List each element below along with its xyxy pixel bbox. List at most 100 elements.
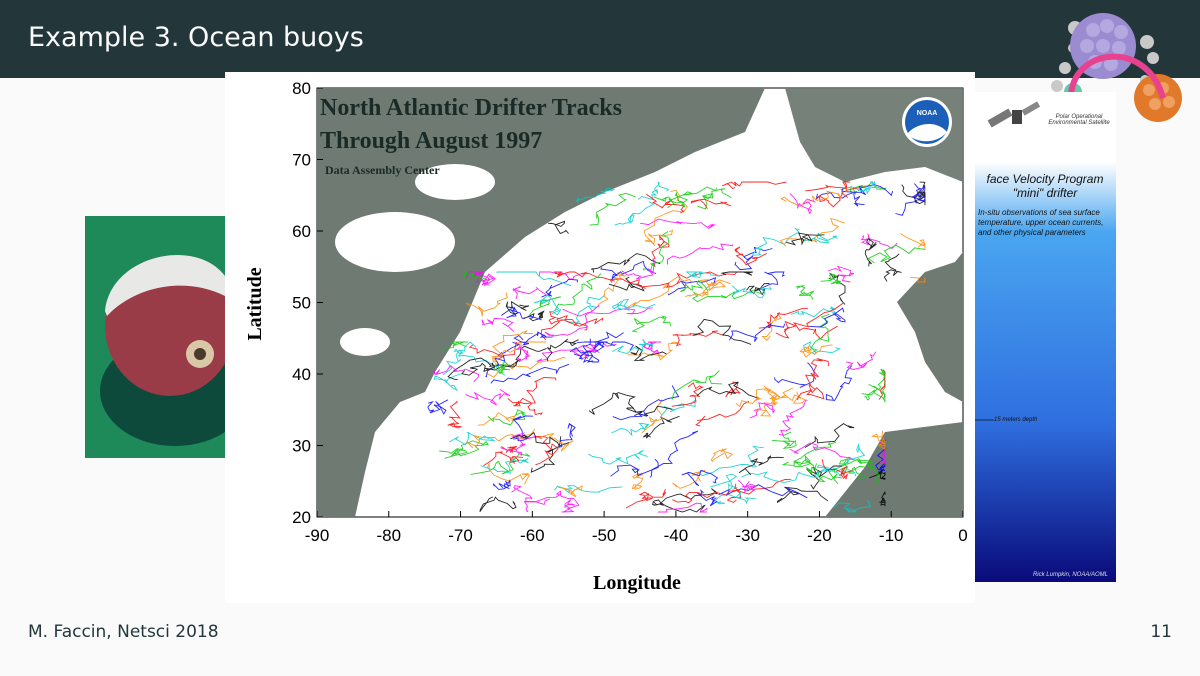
drifter-track xyxy=(631,315,672,333)
drifter-track xyxy=(697,188,732,210)
drifter-track xyxy=(815,191,865,207)
noaa-logo-icon: NOAA xyxy=(902,97,952,147)
drifter-track xyxy=(523,310,545,322)
drifter-track xyxy=(582,350,600,364)
drifter-track xyxy=(484,345,547,371)
drifter-track xyxy=(554,273,602,311)
drifter-track xyxy=(786,232,825,246)
drifter-track xyxy=(475,273,496,287)
drifter-track xyxy=(709,473,738,492)
drifter-track xyxy=(804,358,829,385)
drifter-track xyxy=(558,422,576,448)
drifter-track xyxy=(775,302,844,339)
satellite-icon xyxy=(987,101,1041,128)
drifter-track xyxy=(610,458,659,477)
drifter-track xyxy=(626,405,673,417)
drifter-track xyxy=(846,351,877,370)
drifter-track xyxy=(573,331,624,360)
drifter-track xyxy=(608,276,645,292)
drifter-track xyxy=(867,244,926,264)
drifter-track xyxy=(657,502,709,513)
y-tick-label: 20 xyxy=(292,508,311,527)
poster-depth-label: 15 meters depth xyxy=(994,417,1038,423)
drifter-track xyxy=(734,246,768,266)
drifter-track xyxy=(796,383,825,401)
drifter-track xyxy=(643,189,688,247)
y-tick-label: 40 xyxy=(292,365,311,384)
drifter-track xyxy=(751,227,800,256)
drifter-track xyxy=(611,298,656,311)
drifter-track xyxy=(466,428,536,449)
drifter-track xyxy=(758,307,809,329)
drifter-track xyxy=(804,423,855,448)
drifter-track xyxy=(900,233,926,250)
drifter-track xyxy=(465,388,511,406)
drifter-track xyxy=(672,483,740,504)
drifter-track xyxy=(870,430,886,450)
y-tick-label: 50 xyxy=(292,294,311,313)
drifter-track xyxy=(511,485,551,505)
drifter-track xyxy=(587,449,648,465)
drifter-track xyxy=(553,271,615,282)
drifter-track xyxy=(640,218,716,229)
drifter-track xyxy=(789,193,816,215)
poster-header xyxy=(974,92,1116,162)
drifter-track xyxy=(714,491,756,505)
y-tick-label: 70 xyxy=(292,151,311,170)
drifter-track xyxy=(680,279,708,293)
depth-marker xyxy=(974,419,994,421)
drifter-track xyxy=(883,253,902,282)
poster-heading: face Velocity Program "mini" drifter xyxy=(974,172,1116,200)
drifter-track xyxy=(720,271,753,276)
drifter-track xyxy=(685,279,731,298)
drifter-track xyxy=(600,260,657,280)
drifter-track xyxy=(465,271,490,286)
drifter-track xyxy=(805,181,866,192)
drifter-track xyxy=(816,464,857,477)
drifter-track xyxy=(741,471,821,484)
drifter-track xyxy=(447,357,521,381)
x-tick-label: -70 xyxy=(448,526,473,545)
drifter-track xyxy=(737,479,756,493)
drifter-track xyxy=(492,479,511,490)
drifter-track xyxy=(588,392,636,415)
drifter-track xyxy=(630,345,667,361)
drifter-track xyxy=(803,341,841,356)
drifter-track xyxy=(789,442,852,459)
drifter-track xyxy=(783,320,838,340)
drifter-track xyxy=(612,385,680,421)
drifter-track xyxy=(512,285,548,299)
drifter-track xyxy=(841,184,894,197)
drifter-track xyxy=(562,307,653,317)
drifter-track xyxy=(901,184,926,206)
drifter-track xyxy=(589,192,636,226)
drifter-track xyxy=(772,391,806,404)
drifter-track xyxy=(614,201,655,226)
y-axis-label: Latitude xyxy=(244,267,266,340)
drifter-track xyxy=(685,271,719,278)
drifter-track xyxy=(625,489,667,509)
noaa-logo-text: NOAA xyxy=(917,110,938,117)
drifter-track xyxy=(879,491,886,507)
drifter-track xyxy=(442,341,477,376)
drifter-track xyxy=(644,229,674,246)
drifter-track xyxy=(448,431,496,446)
y-axis-ticks: 80 70 60 50 40 30 20 xyxy=(292,79,323,527)
drifter-track xyxy=(453,348,506,376)
drifter-track xyxy=(442,341,468,349)
drifter-track xyxy=(533,294,562,316)
x-tick-label: -90 xyxy=(305,526,330,545)
drifter-track xyxy=(795,285,815,300)
drifter-track xyxy=(496,271,572,287)
drifter-track xyxy=(758,271,785,290)
poster-description: In-situ observations of sea surface temp… xyxy=(978,208,1104,237)
drifter-track xyxy=(487,409,526,426)
drifter-track xyxy=(444,440,484,459)
drifter-track xyxy=(501,304,542,321)
drifter-track xyxy=(820,274,842,285)
x-tick-label: -60 xyxy=(520,526,545,545)
drifter-track xyxy=(513,331,553,346)
drifter-track xyxy=(666,243,733,265)
drifter-track xyxy=(427,399,449,415)
drifter-track xyxy=(764,387,794,405)
